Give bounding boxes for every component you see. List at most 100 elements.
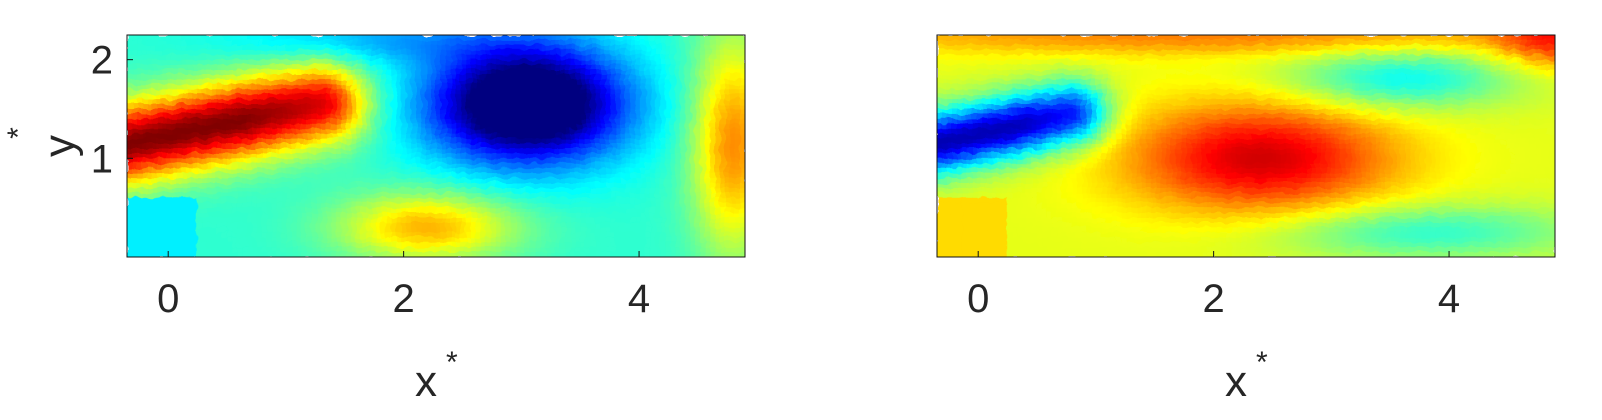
heatmap-cell	[635, 99, 641, 105]
heatmap-cell	[186, 173, 193, 179]
heatmap-cell	[510, 202, 517, 209]
heatmap-cell	[231, 143, 238, 150]
heatmap-cell	[595, 94, 602, 100]
heatmap-cell	[605, 94, 612, 100]
heatmap-cell	[645, 69, 651, 76]
heatmap-cell	[645, 109, 651, 115]
heatmap-cell	[251, 187, 258, 194]
heatmap-cell	[500, 35, 507, 41]
heatmap-cell	[480, 197, 487, 204]
heatmap-cell	[610, 54, 617, 61]
heatmap-cell	[431, 143, 437, 150]
heatmap-cell	[520, 217, 527, 224]
heatmap-cell	[490, 187, 497, 194]
heatmap-cell	[211, 217, 218, 224]
heatmap-cell	[690, 173, 696, 179]
heatmap-cell	[226, 178, 233, 184]
heatmap-cell	[216, 128, 223, 135]
heatmap-cell	[316, 49, 322, 56]
heatmap-cell	[401, 207, 407, 214]
heatmap-cell	[650, 207, 656, 214]
heatmap-cell	[550, 138, 557, 145]
heatmap-cell	[740, 54, 745, 61]
heatmap-cell	[351, 69, 357, 76]
heatmap-cell	[171, 64, 178, 71]
heatmap-cell	[540, 84, 547, 90]
heatmap-cell	[520, 123, 527, 130]
heatmap-cell	[156, 168, 163, 174]
heatmap-cell	[550, 173, 557, 179]
heatmap-cell	[720, 173, 726, 179]
heatmap-cell	[426, 158, 432, 164]
heatmap-cell	[460, 44, 467, 51]
heatmap-cell	[580, 173, 587, 179]
heatmap-cell	[565, 153, 572, 159]
heatmap-cell	[705, 49, 711, 56]
heatmap-cell	[515, 54, 522, 61]
heatmap-cell	[421, 227, 427, 233]
heatmap-cell	[620, 79, 626, 85]
heatmap-cell	[515, 133, 522, 140]
heatmap-cell	[211, 94, 218, 100]
heatmap-cell	[580, 99, 587, 105]
heatmap-cell	[685, 59, 691, 66]
heatmap-cell	[635, 64, 641, 71]
heatmap-cell	[351, 94, 357, 100]
heatmap-cell	[131, 168, 138, 174]
heatmap-cell	[460, 138, 467, 145]
heatmap-cell	[301, 69, 308, 76]
heatmap-cell	[196, 44, 203, 51]
heatmap-cell	[450, 138, 457, 145]
heatmap-cell	[156, 84, 163, 90]
heatmap-cell	[356, 64, 362, 71]
heatmap-cell	[296, 109, 303, 115]
heatmap-cell	[306, 39, 312, 46]
heatmap-cell	[530, 35, 537, 41]
heatmap-cell	[500, 74, 507, 80]
heatmap-cell	[306, 94, 312, 100]
heatmap-cell	[590, 118, 597, 125]
heatmap-cell	[421, 89, 427, 95]
heatmap-cell	[550, 212, 557, 219]
heatmap-cell	[201, 217, 208, 224]
heatmap-cell	[650, 192, 656, 199]
heatmap-cell	[151, 158, 158, 164]
heatmap-cell	[460, 153, 467, 159]
heatmap-cell	[715, 128, 721, 135]
heatmap-cell	[316, 84, 322, 90]
heatmap-cell	[286, 197, 293, 204]
heatmap-cell	[640, 163, 646, 169]
heatmap-cell	[515, 187, 522, 194]
heatmap-cell	[625, 79, 631, 85]
heatmap-cell	[540, 113, 547, 120]
heatmap-cell	[475, 128, 482, 135]
heatmap-cell	[246, 99, 253, 105]
heatmap-cell	[515, 59, 522, 66]
heatmap-cell	[336, 217, 342, 224]
heatmap-cell	[615, 163, 621, 169]
heatmap-cell	[545, 183, 552, 189]
heatmap-cell	[595, 168, 602, 174]
heatmap-cell	[296, 79, 303, 85]
heatmap-cell	[640, 173, 646, 179]
heatmap-cell	[326, 148, 332, 154]
heatmap-cell	[206, 54, 213, 61]
heatmap-cell	[211, 197, 218, 204]
heatmap-cell	[650, 104, 656, 110]
heatmap-cell	[500, 222, 507, 228]
heatmap-cell	[326, 187, 332, 194]
heatmap-cell	[520, 84, 527, 90]
heatmap-cell	[436, 54, 442, 61]
heatmap-cell	[655, 99, 661, 105]
heatmap-cell	[316, 123, 322, 130]
heatmap-cell	[560, 202, 567, 209]
heatmap-cell	[196, 118, 203, 125]
heatmap-cell	[605, 168, 612, 174]
heatmap-cell	[156, 192, 163, 199]
heatmap-cell	[276, 99, 283, 105]
heatmap-cell	[286, 99, 293, 105]
heatmap-cell	[421, 192, 427, 199]
heatmap-cell	[396, 192, 402, 199]
heatmap-cell	[166, 163, 173, 169]
heatmap-cell	[740, 69, 745, 76]
